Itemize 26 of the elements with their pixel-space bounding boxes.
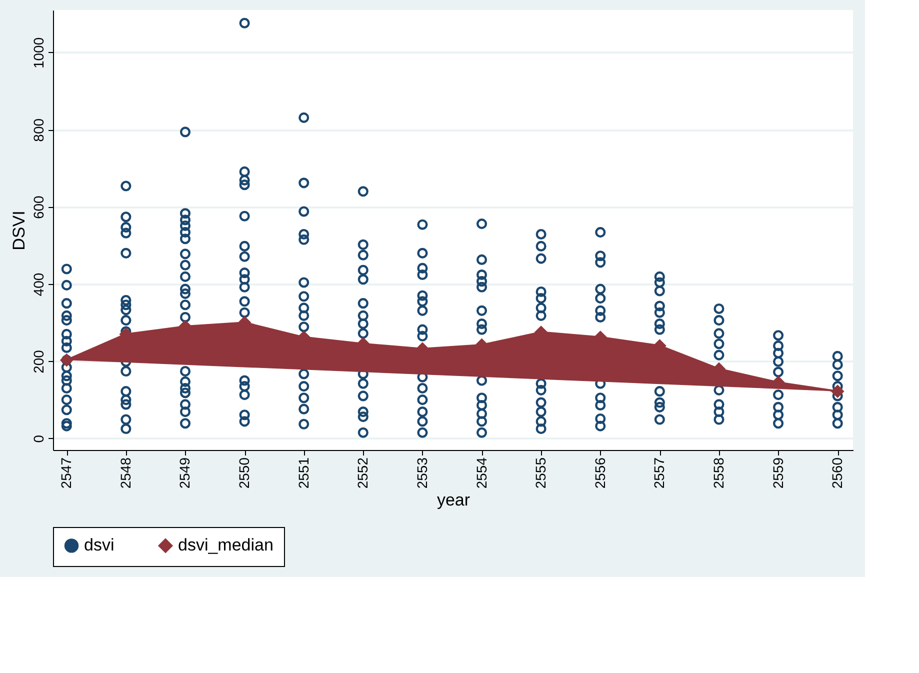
y-tick-label: 200 — [30, 350, 46, 374]
y-axis-title: DSVI — [10, 210, 28, 250]
y-tick-label: 600 — [30, 195, 46, 220]
x-tick-label: 2557 — [651, 457, 668, 489]
x-tick-label: 2553 — [414, 457, 430, 489]
x-tick-label: 2551 — [295, 457, 312, 489]
y-tick-label: 1000 — [30, 37, 46, 69]
legend-label: dsvi_median — [178, 536, 274, 555]
y-tick-label: 0 — [30, 434, 46, 443]
x-tick-label: 2559 — [770, 457, 786, 489]
x-tick-label: 2554 — [473, 457, 490, 489]
x-tick-label: 2547 — [58, 457, 74, 489]
x-tick-label: 2558 — [710, 457, 726, 489]
x-tick-label: 2555 — [532, 457, 549, 489]
x-tick-label: 2550 — [236, 457, 252, 489]
y-tick-label: 800 — [30, 118, 46, 142]
point — [830, 384, 844, 398]
x-tick-label: 2552 — [354, 457, 371, 489]
x-axis-title: year — [436, 490, 470, 510]
x-tick-label: 2548 — [117, 457, 134, 489]
point — [772, 376, 785, 390]
x-tick-label: 2549 — [176, 457, 193, 489]
x-tick-label: 2556 — [592, 457, 608, 489]
legend-label: dsvi — [84, 536, 114, 555]
x-tick-label: 2560 — [829, 457, 846, 489]
y-tick-label: 400 — [30, 272, 46, 296]
